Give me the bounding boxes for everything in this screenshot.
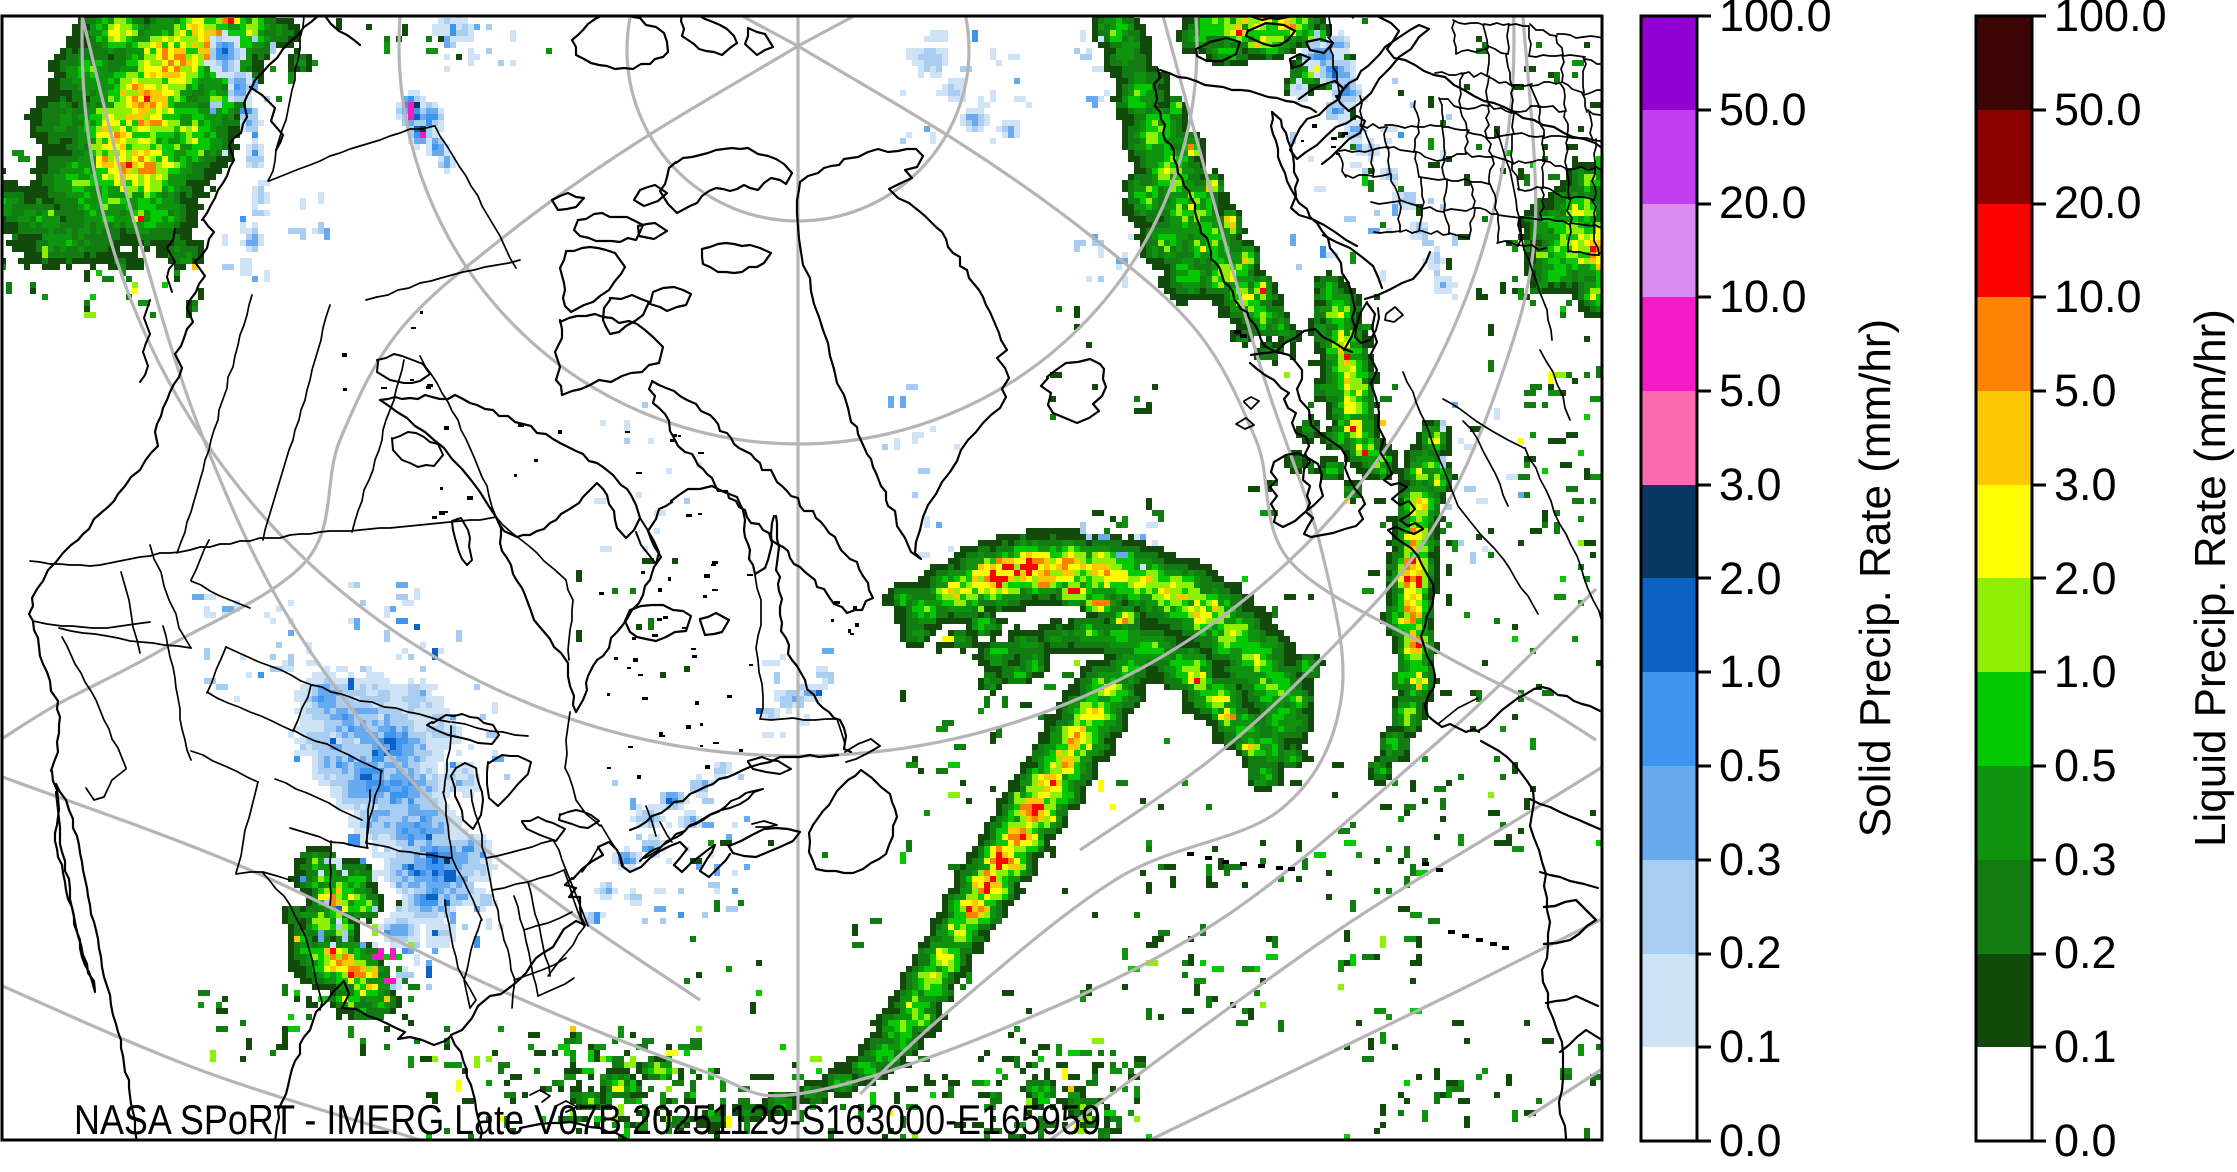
svg-text:100.0: 100.0	[2054, 0, 2167, 41]
svg-text:5.0: 5.0	[2054, 365, 2117, 416]
svg-text:2.0: 2.0	[2054, 553, 2117, 604]
svg-text:0.3: 0.3	[2054, 834, 2117, 885]
svg-text:20.0: 20.0	[1719, 177, 1807, 228]
svg-text:50.0: 50.0	[1719, 84, 1807, 135]
svg-text:0.5: 0.5	[1719, 740, 1782, 791]
svg-text:1.0: 1.0	[2054, 646, 2117, 697]
svg-text:5.0: 5.0	[1719, 365, 1782, 416]
svg-text:0.3: 0.3	[1719, 834, 1782, 885]
svg-text:10.0: 10.0	[2054, 271, 2142, 322]
svg-text:0.0: 0.0	[1719, 1115, 1782, 1166]
svg-text:0.1: 0.1	[2054, 1021, 2117, 1072]
svg-text:Liquid Precip. Rate (mm/hr): Liquid Precip. Rate (mm/hr)	[2186, 309, 2235, 847]
svg-text:3.0: 3.0	[2054, 459, 2117, 510]
svg-text:10.0: 10.0	[1719, 271, 1807, 322]
svg-text:0.2: 0.2	[2054, 927, 2117, 978]
svg-text:0.5: 0.5	[2054, 740, 2117, 791]
svg-text:50.0: 50.0	[2054, 84, 2142, 135]
svg-text:0.2: 0.2	[1719, 927, 1782, 978]
svg-text:1.0: 1.0	[1719, 646, 1782, 697]
svg-text:Solid Precip. Rate (mm/hr): Solid Precip. Rate (mm/hr)	[1851, 319, 1900, 837]
svg-text:3.0: 3.0	[1719, 459, 1782, 510]
svg-text:2.0: 2.0	[1719, 553, 1782, 604]
svg-text:100.0: 100.0	[1719, 0, 1832, 41]
svg-text:0.0: 0.0	[2054, 1115, 2117, 1166]
svg-text:0.1: 0.1	[1719, 1021, 1782, 1072]
svg-text:20.0: 20.0	[2054, 177, 2142, 228]
svg-text:NASA SPoRT - IMERG Late V07B 2: NASA SPoRT - IMERG Late V07B 20251129-S1…	[74, 1096, 1101, 1143]
